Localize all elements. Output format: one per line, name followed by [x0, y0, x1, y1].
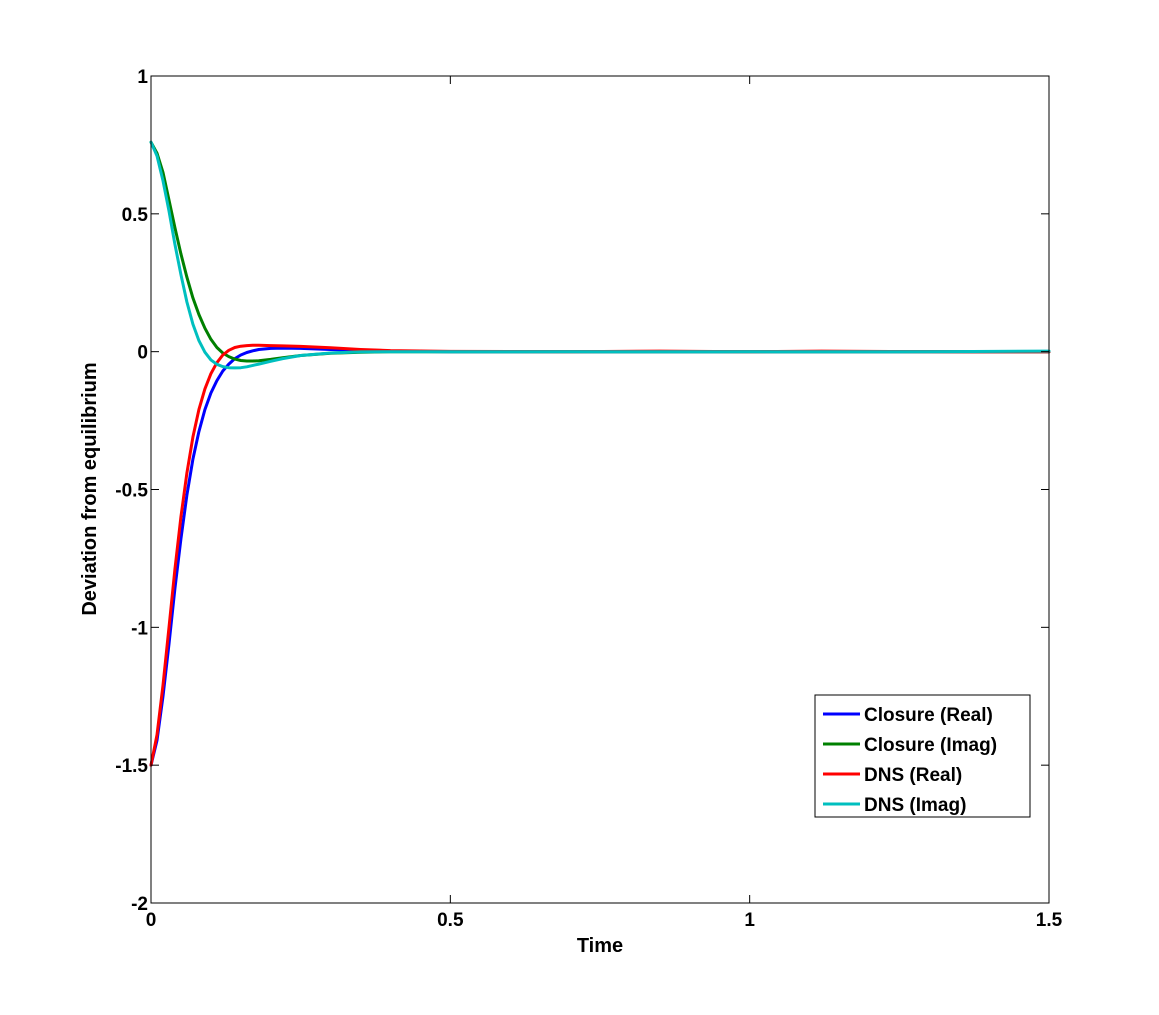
- x-tick-label: 0.5: [437, 910, 464, 931]
- legend-label: Closure (Imag): [864, 735, 997, 756]
- x-tick-label: 0: [146, 910, 157, 931]
- ticks-layer: 0 0.5 1 1.5 -2 -1.5 -1 -0.5 0 0.5 1: [115, 67, 1062, 931]
- legend-label: DNS (Imag): [864, 795, 966, 816]
- x-tick-label: 1: [744, 910, 755, 931]
- y-tick-label: 0.5: [122, 205, 149, 226]
- y-tick-label: -2: [131, 894, 148, 915]
- y-tick-label: -0.5: [115, 481, 148, 502]
- x-axis-label: Time: [577, 935, 623, 957]
- y-axis-label: Deviation from equilibrium: [79, 362, 101, 615]
- y-tick-label: 0: [137, 343, 148, 364]
- legend-label: DNS (Real): [864, 765, 962, 786]
- x-tick-label: 1.5: [1036, 910, 1063, 931]
- legend: Closure (Real) Closure (Imag) DNS (Real) DN…: [814, 694, 1031, 818]
- series-line-4: [149, 140, 1051, 370]
- y-tick-label: -1: [131, 618, 148, 639]
- series-layer: [149, 140, 1051, 767]
- legend-label: Closure (Real): [864, 705, 993, 726]
- y-tick-label: -1.5: [115, 756, 148, 777]
- y-tick-label: 1: [137, 67, 148, 88]
